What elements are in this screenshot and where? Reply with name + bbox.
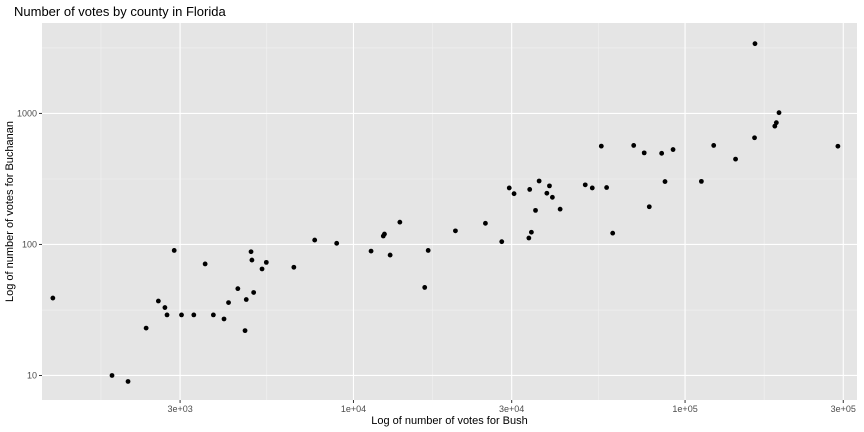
y-axis: 10 100 1000 xyxy=(17,108,42,380)
data-points xyxy=(50,41,841,384)
data-point xyxy=(235,286,241,292)
data-point xyxy=(368,248,374,254)
x-axis: 3e+03 1e+04 3e+04 1e+05 3e+05 xyxy=(167,400,856,414)
y-axis-title: Log of number of votes for Buchanan xyxy=(4,121,16,302)
data-point xyxy=(631,143,637,148)
data-point xyxy=(453,228,458,234)
data-point xyxy=(547,183,552,189)
data-point xyxy=(249,257,255,263)
x-axis-title: Log of number of votes for Bush xyxy=(371,415,528,427)
data-point xyxy=(536,178,542,184)
data-point xyxy=(662,179,668,184)
data-point xyxy=(835,143,841,149)
data-point xyxy=(251,290,257,295)
data-point xyxy=(50,295,56,301)
data-point xyxy=(499,239,505,245)
data-point xyxy=(773,120,779,126)
data-point xyxy=(248,249,254,255)
data-point xyxy=(397,219,403,225)
data-point xyxy=(334,240,340,246)
data-point xyxy=(557,206,563,212)
data-point xyxy=(425,248,431,253)
data-point xyxy=(382,231,387,237)
x-tick-label: 3e+04 xyxy=(499,404,524,414)
major-gridlines xyxy=(42,23,857,400)
data-point xyxy=(210,312,216,318)
chart-title: Number of votes by county in Florida xyxy=(14,4,226,19)
data-point xyxy=(143,325,149,331)
x-tick-label: 3e+05 xyxy=(831,404,856,414)
data-point xyxy=(528,229,534,235)
data-point xyxy=(243,297,249,302)
data-point xyxy=(263,259,269,265)
data-point xyxy=(544,190,550,196)
data-point xyxy=(549,194,555,200)
data-point xyxy=(291,264,297,270)
data-point xyxy=(511,191,517,197)
data-point xyxy=(226,300,231,305)
plot-panel xyxy=(42,23,857,400)
data-point xyxy=(162,305,168,310)
data-point xyxy=(646,204,652,210)
data-point xyxy=(221,316,227,322)
data-point xyxy=(483,220,488,226)
data-point xyxy=(733,156,738,162)
data-point xyxy=(191,312,197,318)
data-point xyxy=(582,182,588,188)
x-tick-label: 1e+04 xyxy=(341,404,366,414)
y-tick-label: 1000 xyxy=(17,108,37,118)
data-point xyxy=(506,185,512,191)
data-point xyxy=(698,178,704,184)
data-point xyxy=(387,252,393,258)
data-point xyxy=(752,41,758,47)
data-point xyxy=(641,150,647,156)
data-point xyxy=(776,110,782,116)
data-point xyxy=(526,235,532,241)
data-point xyxy=(670,147,676,152)
data-point xyxy=(259,266,265,272)
data-point xyxy=(598,143,604,149)
data-point xyxy=(589,185,595,191)
minor-gridlines xyxy=(42,23,857,400)
x-tick-label: 1e+05 xyxy=(672,404,697,414)
y-tick-label: 10 xyxy=(27,370,37,380)
data-point xyxy=(179,312,184,318)
data-point xyxy=(752,135,757,141)
data-point xyxy=(604,185,610,190)
data-point xyxy=(155,298,161,304)
data-point xyxy=(533,207,538,213)
data-point xyxy=(125,379,131,384)
data-point xyxy=(610,230,616,236)
data-point xyxy=(659,150,665,156)
data-point xyxy=(422,285,428,290)
data-point xyxy=(312,237,318,243)
data-point xyxy=(242,328,248,334)
data-point xyxy=(202,261,208,267)
data-point xyxy=(164,312,170,318)
x-tick-label: 3e+03 xyxy=(167,404,192,414)
data-point xyxy=(711,143,717,148)
data-point xyxy=(109,373,115,378)
data-point xyxy=(527,187,533,192)
y-tick-label: 100 xyxy=(22,239,37,249)
data-point xyxy=(171,248,177,253)
